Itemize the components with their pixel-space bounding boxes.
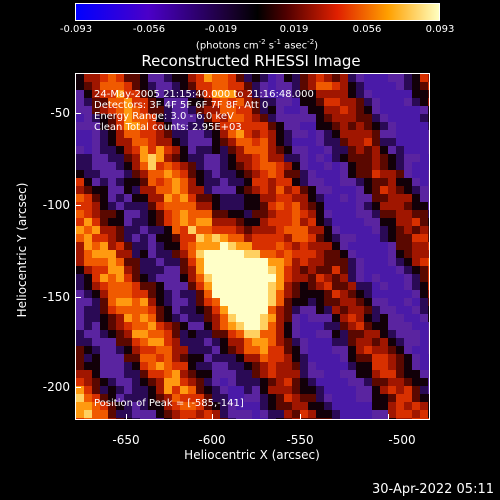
y-tick-label: -150 bbox=[42, 290, 70, 304]
colorbar-tick-label: 0.056 bbox=[352, 24, 382, 35]
colorbar-gradient bbox=[76, 4, 439, 20]
colorbar-tick-label: -0.056 bbox=[132, 24, 166, 35]
plot-title: Reconstructed RHESSI Image bbox=[141, 52, 361, 70]
x-tick-mark bbox=[126, 414, 127, 420]
y-tick-label: -200 bbox=[42, 380, 70, 394]
colorbar-tick-label: -0.093 bbox=[59, 24, 93, 35]
timestamp: 30-Apr-2022 05:11 bbox=[372, 482, 494, 497]
x-tick-label: -600 bbox=[198, 433, 226, 447]
y-tick-label: -100 bbox=[42, 198, 70, 212]
y-tick-mark bbox=[75, 205, 81, 206]
y-tick-mark bbox=[75, 387, 81, 388]
x-tick-label: -650 bbox=[112, 433, 140, 447]
colorbar bbox=[75, 3, 440, 21]
y-tick-label: -50 bbox=[50, 106, 70, 120]
annotation-clean: Clean Total counts: 2.95E+03 bbox=[94, 122, 242, 133]
x-tick-mark bbox=[300, 414, 301, 420]
x-tick-label: -500 bbox=[388, 433, 416, 447]
x-tick-label: -550 bbox=[286, 433, 314, 447]
colorbar-units: (photons cm-2 s-1 asec-2) bbox=[195, 38, 319, 52]
annotation-time: 24-May-2005 21:15:40.000 to 21:16:48.000 bbox=[94, 89, 314, 100]
y-tick-mark bbox=[75, 113, 81, 114]
colorbar-tick-label: -0.019 bbox=[204, 24, 238, 35]
annotation-detectors: Detectors: 3F 4F 5F 6F 7F 8F, Att 0 bbox=[94, 100, 269, 111]
colorbar-tick-label: 0.093 bbox=[425, 24, 455, 35]
annotation-peak: Position of Peak = [-585,-141] bbox=[94, 398, 244, 409]
image-plot: 24-May-2005 21:15:40.000 to 21:16:48.000… bbox=[75, 73, 430, 420]
y-tick-mark bbox=[75, 297, 81, 298]
y-axis-label: Heliocentric Y (arcsec) bbox=[15, 182, 29, 318]
x-axis-label: Heliocentric X (arcsec) bbox=[184, 448, 320, 462]
annotation-energy: Energy Range: 3.0 - 6.0 keV bbox=[94, 111, 234, 122]
x-tick-mark bbox=[212, 414, 213, 420]
colorbar-tick-label: 0.019 bbox=[279, 24, 309, 35]
heatmap-image bbox=[76, 74, 429, 419]
x-tick-mark bbox=[388, 414, 389, 420]
